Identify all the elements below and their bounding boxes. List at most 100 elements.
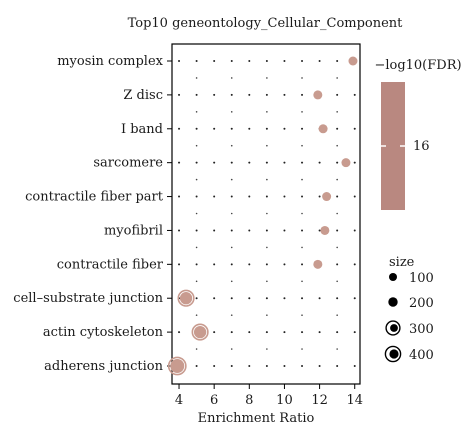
grid-dot <box>230 331 233 334</box>
grid-dot <box>230 111 233 113</box>
grid-dot <box>213 297 216 300</box>
grid-dot <box>283 297 286 300</box>
grid-dot <box>178 229 181 232</box>
grid-dot <box>178 127 181 130</box>
x-tick-label: 14 <box>346 393 363 408</box>
size-legend-title: size <box>389 255 415 270</box>
grid-dot <box>213 60 216 62</box>
grid-dot <box>265 127 268 130</box>
grid-dot <box>230 297 233 300</box>
grid-dot <box>266 144 268 147</box>
grid-dot <box>230 212 233 215</box>
grid-dot <box>336 263 339 266</box>
grid-dot <box>353 161 356 164</box>
grid-dot <box>195 365 198 367</box>
grid-dot <box>195 263 198 266</box>
data-point <box>313 90 323 100</box>
grid-dot <box>230 144 233 147</box>
grid-dot <box>301 280 303 283</box>
grid-dot <box>336 161 339 164</box>
size-legend-dot <box>389 273 397 281</box>
data-point <box>179 292 193 305</box>
grid-dot <box>248 229 251 232</box>
size-legend-label: 400 <box>409 348 434 363</box>
grid-dot <box>230 348 233 350</box>
grid-dot <box>336 246 338 249</box>
grid-dot <box>336 144 338 147</box>
grid-dot <box>336 212 338 215</box>
grid-dot <box>248 195 251 198</box>
data-point <box>320 225 330 235</box>
data-point-ring <box>177 289 195 307</box>
grid-dot <box>301 195 304 198</box>
grid-dot <box>266 280 268 283</box>
grid-dot <box>230 161 233 164</box>
y-tick-label: Z disc <box>123 88 163 103</box>
grid-dot <box>301 365 304 367</box>
grid-dot <box>318 297 321 300</box>
grid-dot <box>266 212 268 215</box>
grid-dot <box>336 195 339 198</box>
grid-dot <box>336 314 338 316</box>
grid-dot <box>283 263 286 266</box>
grid-dot <box>265 229 268 232</box>
grid-dot <box>248 331 251 334</box>
grid-dot <box>195 161 198 164</box>
grid-dot <box>248 60 251 62</box>
x-tick-label: 4 <box>175 393 183 408</box>
grid-dot <box>318 60 321 62</box>
points-layer <box>167 56 358 376</box>
grid-dot <box>195 246 198 249</box>
grid-dot <box>266 178 268 181</box>
y-tick-label: myofibril <box>104 223 163 238</box>
grid-dot <box>178 195 181 198</box>
grid-dot <box>213 195 216 198</box>
grid-dot <box>195 77 198 79</box>
grid-layer <box>178 60 356 367</box>
grid-dot <box>283 195 286 198</box>
grid-dot <box>301 263 304 266</box>
grid-dot <box>265 161 268 164</box>
grid-dot <box>266 246 268 249</box>
grid-dot <box>318 161 321 164</box>
grid-dot <box>195 60 198 62</box>
data-point <box>348 56 358 66</box>
colorbar-title: −log10(FDR) <box>374 58 461 73</box>
grid-dot <box>336 93 339 96</box>
colorbar-tick-label: 16 <box>413 139 430 154</box>
grid-dot <box>301 348 303 350</box>
grid-dot <box>336 229 339 232</box>
grid-dot <box>318 195 321 198</box>
grid-dot <box>195 195 198 198</box>
data-point <box>193 325 207 339</box>
grid-dot <box>301 178 303 181</box>
grid-dot <box>353 93 356 96</box>
grid-dot <box>213 127 216 130</box>
grid-dot <box>230 229 233 232</box>
grid-dot <box>318 229 321 232</box>
grid-dot <box>336 348 338 350</box>
x-tick-label: 10 <box>276 393 293 408</box>
grid-dot <box>213 93 216 96</box>
grid-dot <box>195 297 198 300</box>
y-tick-label: adherens junction <box>44 359 163 374</box>
grid-dot <box>266 111 268 113</box>
grid-dot <box>195 280 198 283</box>
grid-dot <box>266 77 268 79</box>
grid-dot <box>195 212 198 215</box>
grid-dot <box>213 229 216 232</box>
grid-dot <box>336 297 339 300</box>
grid-dot <box>266 348 268 350</box>
grid-dot <box>283 60 286 62</box>
grid-dot <box>336 331 339 334</box>
grid-dot <box>248 127 251 130</box>
x-axis-label: Enrichment Ratio <box>198 411 315 426</box>
grid-dot <box>230 246 233 249</box>
grid-dot <box>178 161 181 164</box>
grid-dot <box>266 314 268 316</box>
grid-dot <box>318 365 321 367</box>
grid-dot <box>178 331 181 334</box>
grid-dot <box>301 212 303 215</box>
grid-dot <box>353 229 356 232</box>
y-axis-labels: myosin complex Z disc I band sarcomere contr… <box>13 54 172 374</box>
